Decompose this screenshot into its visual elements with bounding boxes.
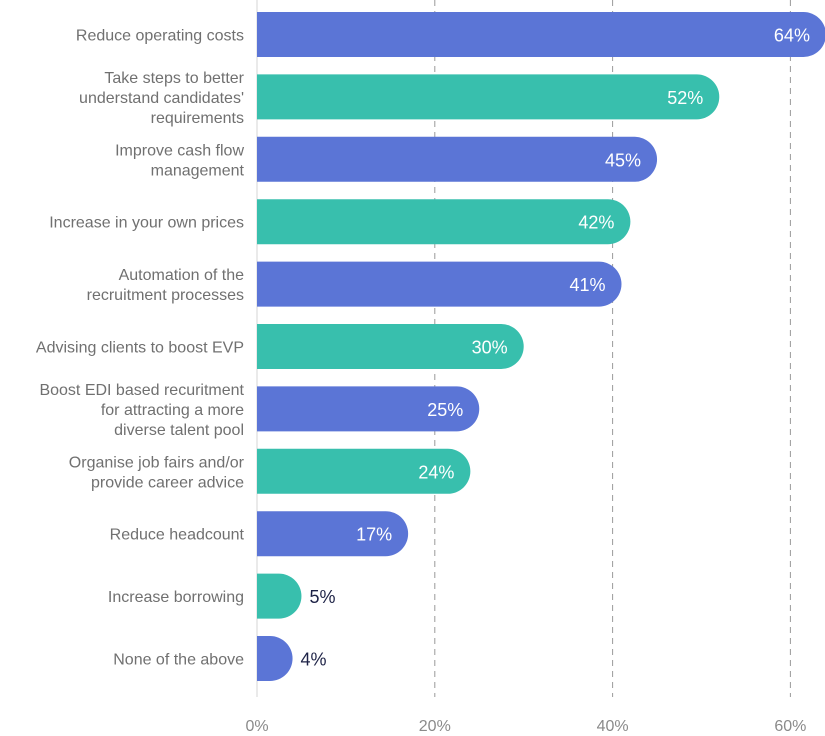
bar — [257, 324, 524, 369]
category-label: Organise job fairs and/or provide career … — [69, 454, 245, 491]
category-label: Increase in your own prices — [49, 215, 244, 232]
data-label: 17% — [356, 525, 392, 545]
category-label: Increase borrowing — [108, 589, 244, 606]
data-label: 4% — [301, 650, 327, 670]
bar — [257, 199, 631, 245]
data-label: 5% — [309, 587, 335, 607]
category-label: Take steps to better understand candidate… — [79, 70, 245, 127]
bar — [257, 12, 825, 57]
bar — [257, 261, 622, 307]
x-axis-ticks: 0% 20% 40% 60% — [245, 718, 806, 735]
category-label: None of the above — [113, 652, 244, 669]
data-label: 42% — [578, 213, 614, 233]
category-label: Automation of the recruitment processes — [87, 267, 244, 304]
data-label: 25% — [427, 400, 463, 420]
bar — [257, 573, 302, 619]
category-labels: Reduce operating costs Take steps to bett… — [36, 28, 245, 669]
data-label: 52% — [667, 88, 703, 108]
bar — [257, 386, 480, 432]
category-label: Reduce headcount — [110, 527, 245, 544]
value-labels: 64% 52% 45% 42% 41% 30% 25% 24% 17% 5% 4% — [301, 26, 810, 670]
category-label: Improve cash flow management — [115, 142, 244, 179]
category-label: Boost EDI based recuritment for attractin… — [39, 382, 244, 439]
bar — [257, 448, 471, 494]
bar — [257, 74, 720, 120]
category-label: Reduce operating costs — [76, 28, 244, 45]
bars — [257, 12, 825, 681]
x-tick-label: 0% — [245, 718, 268, 735]
data-label: 24% — [418, 462, 454, 482]
category-label: Advising clients to boost EVP — [36, 340, 244, 357]
data-label: 41% — [569, 275, 605, 295]
x-tick-label: 60% — [774, 718, 806, 735]
bar — [257, 636, 293, 681]
data-label: 30% — [472, 338, 508, 358]
x-tick-label: 20% — [419, 718, 451, 735]
bar — [257, 511, 409, 557]
data-label: 45% — [605, 150, 641, 170]
bar — [257, 136, 658, 182]
data-label: 64% — [774, 26, 810, 46]
x-tick-label: 40% — [597, 718, 629, 735]
